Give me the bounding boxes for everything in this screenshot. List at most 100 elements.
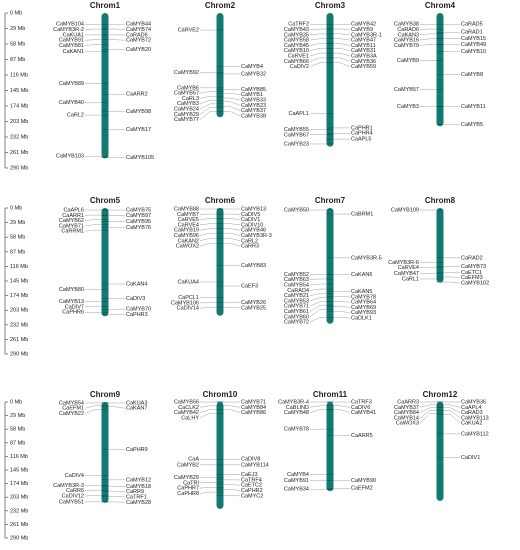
chromosome bbox=[216, 208, 224, 316]
axis-tick-label: 174 Mb bbox=[10, 293, 28, 299]
gene-label: CaMYB62 bbox=[59, 218, 84, 224]
gene-label: CaPHR8 bbox=[177, 491, 199, 497]
gene-label: CaPHR9 bbox=[126, 447, 148, 453]
gene-label: CaRVE4 bbox=[178, 222, 199, 228]
gene-label: CaKUA3 bbox=[126, 400, 147, 406]
gene-label: CaMYB31 bbox=[351, 48, 376, 54]
gene-label: CaRVE5 bbox=[178, 217, 199, 223]
gene-label: CaMYB56 bbox=[174, 399, 199, 405]
gene-label: CaMYB61 bbox=[284, 309, 309, 315]
gene-leader bbox=[199, 111, 211, 120]
gene-label: CaMYB55 bbox=[284, 127, 309, 133]
gene-leader bbox=[229, 101, 241, 106]
gene-leader bbox=[229, 495, 241, 497]
gene-label: CaMYB47 bbox=[351, 38, 376, 44]
gene-label: CaRAD5 bbox=[461, 22, 483, 28]
gene-label: CaMYB77 bbox=[174, 117, 199, 123]
gene-leader bbox=[199, 103, 211, 110]
gene-leader bbox=[84, 224, 96, 227]
gene-label: CaEJ3 bbox=[241, 472, 258, 478]
chromosome bbox=[326, 402, 334, 492]
gene-leader bbox=[419, 407, 431, 413]
gene-label: CaMYB81 bbox=[59, 43, 84, 49]
gene-label: CaARR1 bbox=[62, 213, 84, 219]
gene-label: CaARR2 bbox=[126, 92, 148, 98]
gene-label: CaMYB106 bbox=[171, 300, 199, 306]
gene-leader bbox=[339, 305, 351, 308]
gene-label: CaMYB88 bbox=[174, 206, 199, 212]
gene-label: CaMYB86 bbox=[241, 410, 266, 416]
gene-label: CaPHR4 bbox=[351, 131, 373, 137]
gene-label: CaMYB52 bbox=[284, 272, 309, 278]
gene-label: CaKUA4 bbox=[178, 279, 199, 285]
axis-tick-label: 116 Mb bbox=[10, 454, 28, 460]
gene-leader bbox=[309, 38, 321, 41]
gene-leader bbox=[199, 232, 211, 236]
gene-label: CaAPL5 bbox=[351, 137, 372, 143]
gene-label: CaMYB23 bbox=[241, 103, 266, 109]
gene-label: CaMYB3R-3 bbox=[241, 233, 272, 239]
chromosome bbox=[436, 402, 444, 501]
gene-label: CaMYB89 bbox=[59, 81, 84, 87]
gene-leader bbox=[309, 57, 321, 62]
axis-tick-label: 145 Mb bbox=[10, 278, 28, 284]
gene-label: CaLHY bbox=[181, 415, 199, 421]
gene-leader bbox=[84, 495, 96, 497]
axis-tick-label: 232 Mb bbox=[10, 508, 28, 514]
gene-label: CaMYB109 bbox=[391, 207, 419, 213]
gene-label: CaKUA2 bbox=[461, 421, 482, 427]
gene-label: CaMYB32 bbox=[241, 71, 266, 77]
axis-tick-label: 290 Mb bbox=[10, 535, 28, 541]
gene-leader bbox=[309, 43, 321, 46]
gene-label: CaMYB69 bbox=[351, 305, 376, 311]
gene-leader bbox=[339, 317, 351, 319]
gene-leader bbox=[229, 97, 241, 101]
gene-leader bbox=[229, 106, 241, 111]
gene-label: CaMYB24 bbox=[174, 106, 199, 112]
gene-label: CaMYB59 bbox=[351, 64, 376, 70]
gene-label: CaMYB71 bbox=[241, 399, 266, 405]
gene-label: CaETC2 bbox=[241, 483, 262, 489]
gene-leader bbox=[229, 409, 241, 413]
gene-leader bbox=[199, 96, 211, 99]
gene-leader bbox=[199, 228, 211, 231]
gene-leader bbox=[229, 92, 241, 95]
gene-label: CaDIV2 bbox=[290, 64, 309, 70]
gene-label: CaDIV1 bbox=[461, 455, 480, 461]
chromosome-title: Chrom10 bbox=[203, 390, 238, 399]
axis-tick-label: 58 Mb bbox=[10, 427, 25, 433]
gene-label: CaDIV4 bbox=[65, 473, 84, 479]
gene-label: CaBLIND bbox=[286, 405, 309, 411]
gene-label: CaKAN5 bbox=[351, 289, 372, 295]
gene-label: CaPHR3 bbox=[126, 312, 148, 318]
gene-leader bbox=[449, 410, 461, 419]
chromosome-title: Chrom12 bbox=[423, 390, 458, 399]
gene-label: CaMYB91 bbox=[59, 38, 84, 44]
gene-leader bbox=[199, 238, 211, 242]
gene-label: CaDIV5 bbox=[241, 212, 260, 218]
gene-leader bbox=[339, 48, 351, 51]
gene-label: CaMYB37 bbox=[394, 405, 419, 411]
gene-label: CaMYB3R-3 bbox=[53, 483, 84, 489]
chromosome bbox=[101, 208, 109, 317]
gene-leader bbox=[84, 405, 96, 409]
gene-label: CaMYB54 bbox=[284, 283, 309, 289]
gene-label: CaMYB3R-2 bbox=[53, 27, 84, 33]
gene-leader bbox=[449, 414, 461, 424]
chromosome-title: Chrom4 bbox=[425, 1, 456, 10]
gene-leader bbox=[339, 52, 351, 57]
gene-label: CaMYB47 bbox=[394, 271, 419, 277]
gene-leader bbox=[309, 278, 321, 280]
gene-label: CaEFM1 bbox=[62, 406, 84, 412]
gene-label: CaMYB3R-6 bbox=[388, 260, 419, 266]
gene-label: CaRR9 bbox=[126, 489, 144, 495]
gene-label: CaRAD2 bbox=[461, 255, 483, 261]
chromosome bbox=[101, 402, 109, 503]
gene-label: CaDIV12 bbox=[62, 494, 84, 500]
gene-label: CaMYB93 bbox=[351, 310, 376, 316]
gene-leader bbox=[229, 218, 241, 220]
gene-label: CaMYB3R-5 bbox=[351, 255, 382, 261]
gene-label: CaMYB57 bbox=[174, 91, 199, 97]
gene-label: CaKAN6 bbox=[351, 272, 372, 278]
gene-label: CaMYB23 bbox=[284, 141, 309, 147]
